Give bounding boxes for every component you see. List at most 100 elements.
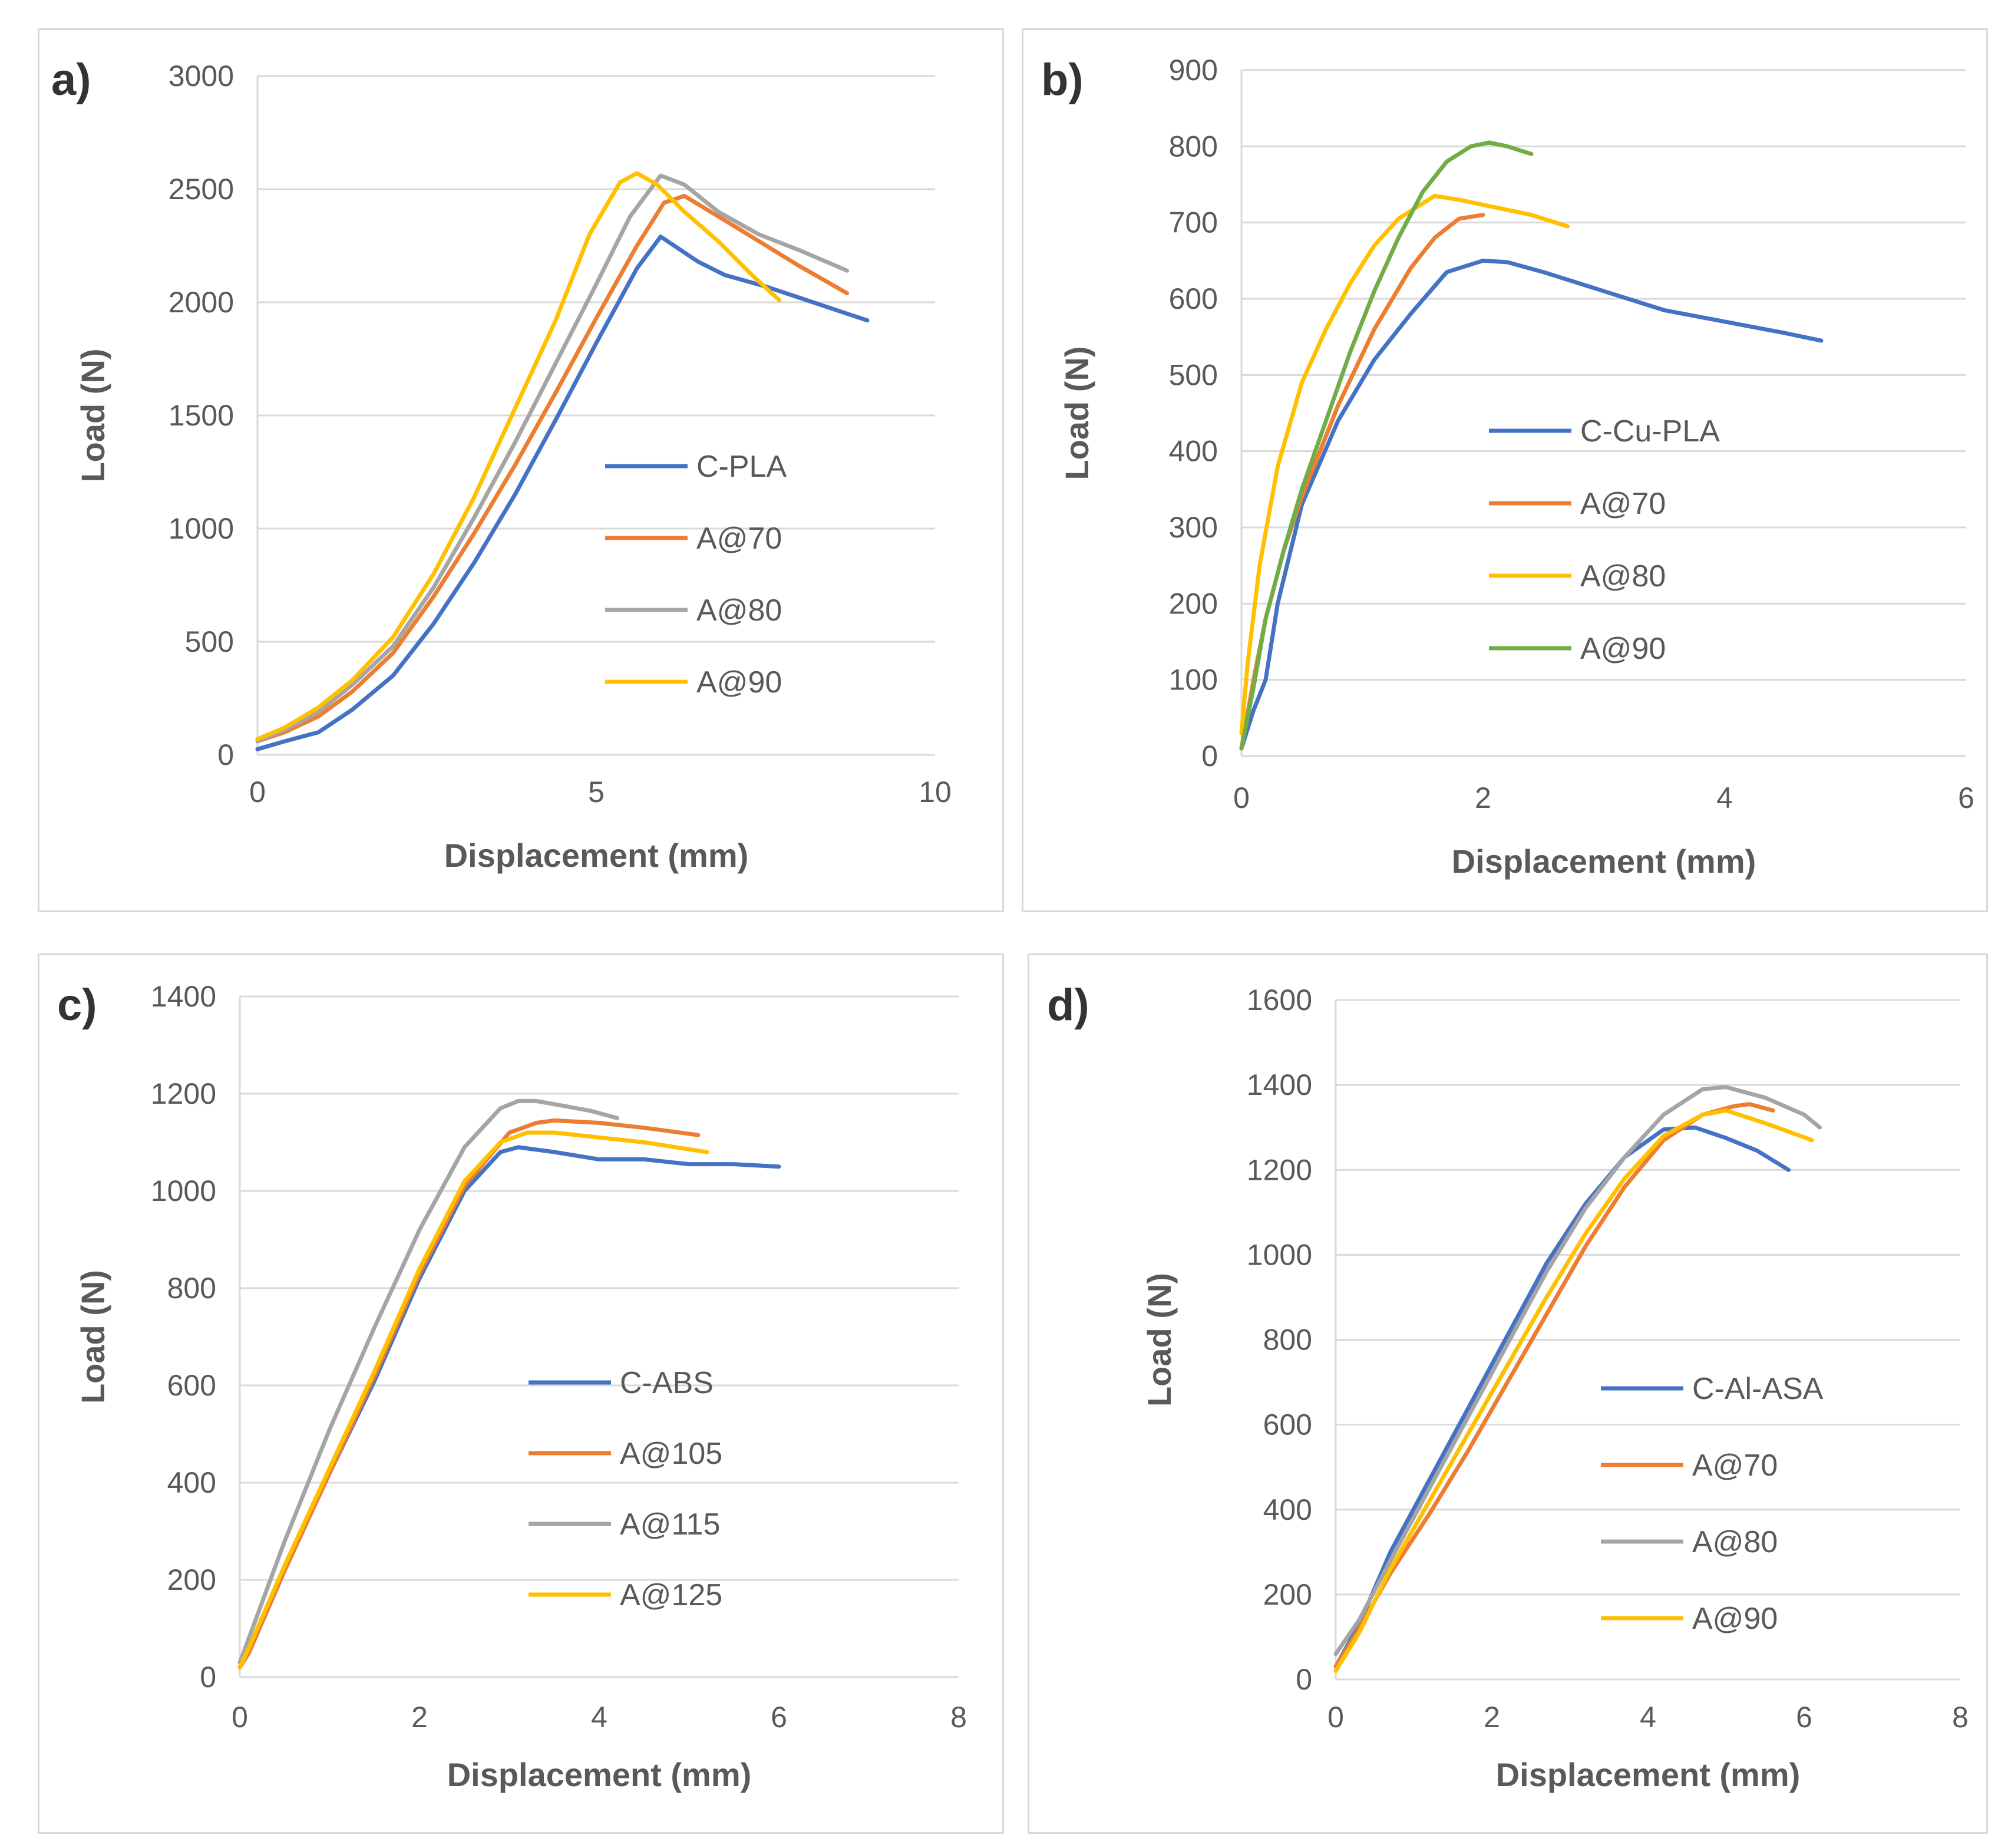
series-line-a-115 xyxy=(237,1098,619,1665)
chart-panel-b: 0 100 200 300 400 500 600 700 800 900 0 2 4 6 Displace… xyxy=(1022,28,1988,912)
x-tick-label: 8 xyxy=(950,1701,967,1734)
y-tick-label: 400 xyxy=(1169,435,1218,468)
x-tick-label: 5 xyxy=(588,776,605,808)
series-line-a-80 xyxy=(1333,1085,1822,1656)
legend-label: A@115 xyxy=(620,1507,720,1542)
y-axis-title: Load (N) xyxy=(74,1270,111,1404)
y-tick-label: 600 xyxy=(1263,1408,1312,1441)
y-axis-title: Load (N) xyxy=(74,348,111,482)
y-tick-label: 0 xyxy=(1296,1663,1312,1696)
y-tick-label: 1400 xyxy=(1247,1068,1312,1101)
legend-label: A@70 xyxy=(1580,487,1666,521)
panel-label: a) xyxy=(51,55,91,105)
y-tick-label: 600 xyxy=(1169,282,1218,315)
x-axis-title: Displacement (mm) xyxy=(444,837,749,874)
legend-label: A@90 xyxy=(1580,632,1666,666)
y-tick-label: 200 xyxy=(1263,1578,1312,1611)
series-line-a-90 xyxy=(255,171,781,741)
y-tick-label: 1200 xyxy=(1247,1153,1312,1186)
x-tick-label: 4 xyxy=(1716,781,1733,814)
y-tick-label: 1400 xyxy=(151,980,216,1013)
chart-panel-a: 0 500 1000 1500 2000 2500 3000 0 5 10 Displacement… xyxy=(38,28,1004,912)
x-tick-label: 6 xyxy=(1796,1701,1812,1734)
legend-label: A@125 xyxy=(620,1578,722,1612)
series-line-a-70 xyxy=(1239,213,1485,751)
x-tick-label: 0 xyxy=(1327,1701,1344,1734)
y-tick-label: 200 xyxy=(1169,587,1218,620)
legend-label: C-ABS xyxy=(620,1366,714,1400)
y-tick-label: 0 xyxy=(1201,740,1218,773)
y-tick-label: 2500 xyxy=(169,173,234,206)
x-tick-label: 0 xyxy=(232,1701,248,1734)
series-line-a-90 xyxy=(1239,140,1534,751)
legend-label: C-Cu-PLA xyxy=(1580,414,1720,448)
chart-panel-c: 0 200 400 600 800 1000 1200 1400 0 2 4 6 8 Displaceme… xyxy=(38,953,1004,1834)
y-tick-label: 2000 xyxy=(169,286,234,319)
y-tick-label: 400 xyxy=(167,1466,216,1499)
x-tick-label: 2 xyxy=(411,1701,428,1734)
series-line-c-cu-pla xyxy=(1239,258,1824,751)
panel-label: c) xyxy=(57,980,97,1030)
legend-label: A@80 xyxy=(1692,1525,1778,1559)
y-tick-label: 300 xyxy=(1169,511,1218,544)
series-line-a-80 xyxy=(255,173,849,744)
y-tick-label: 600 xyxy=(167,1369,216,1402)
legend-label: A@70 xyxy=(696,522,782,556)
y-tick-label: 500 xyxy=(185,625,234,658)
legend-label: A@80 xyxy=(1580,559,1666,593)
y-tick-label: 1600 xyxy=(1247,984,1312,1017)
series-line-c-al-asa xyxy=(1333,1125,1791,1669)
y-axis-title: Load (N) xyxy=(1058,346,1095,480)
y-tick-label: 400 xyxy=(1263,1493,1312,1526)
y-tick-label: 1000 xyxy=(151,1174,216,1207)
panel-label: d) xyxy=(1047,980,1089,1030)
panel-label: b) xyxy=(1041,55,1084,105)
y-tick-label: 100 xyxy=(1169,664,1218,697)
y-tick-label: 200 xyxy=(167,1563,216,1596)
series-line-a-90 xyxy=(1333,1108,1814,1674)
y-tick-label: 800 xyxy=(1169,130,1218,163)
chart-b: 0 100 200 300 400 500 600 700 800 900 0 2 4 6 Displace… xyxy=(1041,54,1974,880)
y-tick-label: 1500 xyxy=(169,399,234,432)
series-line-a-70 xyxy=(255,194,849,744)
legend-label: A@90 xyxy=(696,665,782,699)
y-tick-label: 0 xyxy=(217,738,234,771)
series-line-a-80 xyxy=(1239,193,1570,735)
x-tick-label: 0 xyxy=(1233,781,1250,814)
y-tick-label: 700 xyxy=(1169,206,1218,239)
x-tick-label: 4 xyxy=(591,1701,607,1734)
y-tick-label: 3000 xyxy=(169,60,234,93)
y-tick-label: 1000 xyxy=(1247,1238,1312,1271)
x-tick-label: 2 xyxy=(1484,1701,1500,1734)
y-tick-label: 800 xyxy=(1263,1324,1312,1357)
y-tick-label: 1000 xyxy=(169,512,234,545)
legend-label: A@70 xyxy=(1692,1448,1778,1483)
y-tick-label: 900 xyxy=(1169,54,1218,87)
x-tick-label: 0 xyxy=(249,776,266,808)
legend-label: C-PLA xyxy=(696,450,787,484)
y-axis-title: Load (N) xyxy=(1141,1273,1178,1407)
series-line-a-125 xyxy=(237,1130,709,1669)
legend-label: A@105 xyxy=(620,1437,722,1471)
series-line-a-70 xyxy=(1333,1102,1775,1669)
x-axis-title: Displacement (mm) xyxy=(1496,1756,1801,1793)
chart-c: 0 200 400 600 800 1000 1200 1400 0 2 4 6 8 Displaceme… xyxy=(57,980,967,1793)
legend-label: A@80 xyxy=(696,593,782,628)
y-tick-label: 1200 xyxy=(151,1077,216,1110)
legend-label: C-Al-ASA xyxy=(1692,1372,1824,1406)
x-tick-label: 6 xyxy=(1958,781,1974,814)
chart-d: 0 200 400 600 800 1000 1200 1400 1600 0 2 4 6 8 Displa… xyxy=(1047,980,1969,1793)
chart-panel-d: 0 200 400 600 800 1000 1200 1400 1600 0 2 4 6 8 Displa… xyxy=(1028,953,1988,1834)
y-tick-label: 800 xyxy=(167,1272,216,1305)
x-tick-label: 8 xyxy=(1952,1701,1969,1734)
legend-label: A@90 xyxy=(1692,1602,1778,1636)
x-tick-label: 4 xyxy=(1640,1701,1656,1734)
x-tick-label: 10 xyxy=(919,776,952,808)
y-tick-label: 500 xyxy=(1169,358,1218,391)
x-axis-title: Displacement (mm) xyxy=(447,1756,752,1793)
chart-a: 0 500 1000 1500 2000 2500 3000 0 5 10 Displacement… xyxy=(51,55,952,874)
y-tick-label: 0 xyxy=(200,1661,216,1694)
x-axis-title: Displacement (mm) xyxy=(1452,843,1756,880)
x-tick-label: 2 xyxy=(1475,781,1491,814)
x-tick-label: 6 xyxy=(771,1701,787,1734)
